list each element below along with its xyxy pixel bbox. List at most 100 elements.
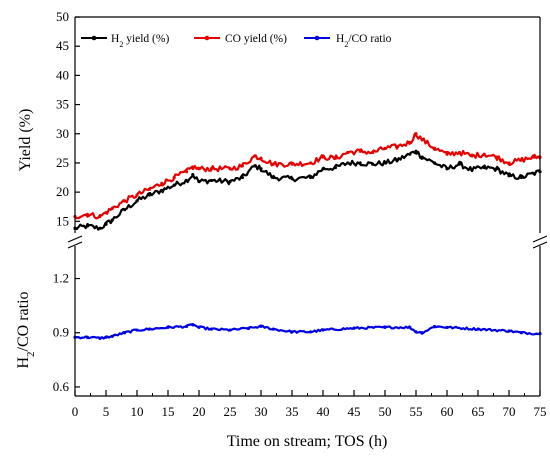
data-point-co-yield xyxy=(110,206,114,211)
yield-y-tick-label: 25 xyxy=(56,155,69,170)
legend-label-h2-yield: H2 yield (%) xyxy=(111,33,169,49)
data-point-co-yield xyxy=(445,152,449,156)
yield-panel-series xyxy=(73,132,542,231)
data-point-h2-yield xyxy=(333,166,337,170)
data-point-h2-co-ratio xyxy=(185,324,189,329)
x-tick-label: 30 xyxy=(255,404,268,419)
break-mark-left-2 xyxy=(67,241,83,249)
data-point-co-yield xyxy=(197,167,201,171)
ratio-y-tick-label: 0.9 xyxy=(53,325,69,340)
data-point-co-yield xyxy=(395,145,399,149)
data-point-h2-co-ratio xyxy=(420,331,424,335)
data-point-h2-co-ratio xyxy=(191,323,195,327)
x-ticks: 0 5 10 15 20 25 30 35 40 45 50 55 60 65 70 75 xyxy=(72,390,547,419)
data-point-h2-yield xyxy=(457,162,461,166)
data-point-h2-co-ratio xyxy=(408,325,412,329)
data-point-h2-yield xyxy=(408,152,412,156)
data-point-h2-yield xyxy=(445,167,449,171)
data-point-h2-yield xyxy=(290,177,294,181)
data-point-co-yield xyxy=(482,152,486,156)
data-point-h2-yield xyxy=(135,199,139,203)
data-point-h2-yield xyxy=(209,178,213,183)
data-point-h2-co-ratio xyxy=(414,330,418,334)
yield-y-tick-label: 35 xyxy=(56,97,69,112)
data-point-h2-co-ratio xyxy=(445,325,449,329)
data-point-h2-yield xyxy=(482,166,486,170)
data-point-co-yield xyxy=(433,146,437,150)
data-point-h2-yield xyxy=(309,175,313,180)
ratio-y-axis-title: H2/CO ratio xyxy=(15,291,37,368)
ratio-y-axis-title-main: H xyxy=(15,357,32,369)
data-point-h2-co-ratio xyxy=(271,327,275,331)
data-point-co-yield xyxy=(414,132,418,136)
data-point-co-yield xyxy=(371,150,375,155)
series-line-h2-yield xyxy=(74,150,541,231)
yield-y-tick-label: 20 xyxy=(56,184,69,199)
x-tick-label: 70 xyxy=(503,404,516,419)
data-point-h2-co-ratio xyxy=(166,325,170,329)
x-tick-label: 40 xyxy=(317,404,330,419)
data-point-h2-yield xyxy=(321,167,325,171)
legend-label-co-yield: CO yield (%) xyxy=(225,33,287,45)
data-point-h2-yield xyxy=(532,171,536,176)
data-point-h2-yield xyxy=(371,162,375,166)
data-point-co-yield xyxy=(408,140,412,145)
data-point-co-yield xyxy=(98,215,102,219)
data-point-co-yield xyxy=(457,150,461,155)
data-point-co-yield xyxy=(240,164,244,168)
x-tick-label: 25 xyxy=(224,404,237,419)
legend-label-h2-yield-rest: yield (%) xyxy=(123,33,169,45)
data-point-h2-yield xyxy=(147,193,151,197)
x-tick-label: 75 xyxy=(534,404,547,419)
data-point-h2-yield xyxy=(414,149,418,153)
x-tick-label: 35 xyxy=(286,404,299,419)
data-point-co-yield xyxy=(104,210,108,215)
data-point-h2-yield xyxy=(123,208,127,212)
break-mark-right-1 xyxy=(532,235,548,243)
data-point-h2-yield xyxy=(470,168,474,172)
data-point-co-yield xyxy=(253,154,257,158)
data-point-co-yield xyxy=(519,158,524,162)
data-point-co-yield xyxy=(228,167,232,171)
legend-label-h2-co-ratio-rest: /CO ratio xyxy=(348,33,391,45)
ratio-y-axis-title-rest: /CO ratio xyxy=(15,291,32,351)
ratio-panel-series xyxy=(73,323,542,340)
data-point-h2-yield xyxy=(383,161,387,165)
break-mark-left-1 xyxy=(67,235,83,243)
yield-panel: 15 20 25 30 35 40 45 50 Yield (%) xyxy=(17,9,542,233)
data-point-h2-yield xyxy=(85,224,89,228)
data-point-h2-co-ratio xyxy=(309,330,313,334)
data-point-co-yield xyxy=(420,137,424,142)
data-point-h2-yield xyxy=(420,155,424,159)
data-point-h2-co-ratio xyxy=(104,335,108,339)
data-point-h2-yield xyxy=(259,167,263,171)
legend-label-h2-yield-main: H xyxy=(111,33,119,45)
x-tick-label: 5 xyxy=(103,404,110,419)
data-point-h2-yield xyxy=(507,174,511,178)
data-point-co-yield xyxy=(358,149,362,153)
legend-label-h2-yield-sub: 2 xyxy=(119,40,123,49)
yield-y-axis-title: Yield (%) xyxy=(17,109,34,172)
data-point-h2-co-ratio xyxy=(147,327,151,331)
data-point-h2-yield xyxy=(172,183,176,187)
legend-label-h2-co-ratio-main: H xyxy=(336,33,344,45)
legend-marker-co-yield xyxy=(204,35,210,41)
data-point-co-yield xyxy=(271,162,275,166)
yield-y-ticks: 15 20 25 30 35 40 45 50 xyxy=(56,9,80,228)
yield-y-tick-label: 15 xyxy=(56,213,69,228)
data-point-h2-yield xyxy=(358,161,362,165)
data-point-h2-co-ratio xyxy=(110,334,114,338)
data-point-h2-co-ratio xyxy=(247,326,251,330)
data-point-h2-co-ratio xyxy=(123,331,127,335)
data-point-h2-co-ratio xyxy=(209,327,213,331)
data-point-h2-yield xyxy=(98,226,102,230)
x-tick-label: 10 xyxy=(131,404,144,419)
x-tick-label: 45 xyxy=(348,404,361,419)
data-point-h2-yield xyxy=(104,222,108,226)
ratio-y-tick-label: 1.2 xyxy=(53,271,69,286)
x-axis-title: Time on stream; TOS (h) xyxy=(227,433,388,450)
data-point-h2-yield xyxy=(395,158,399,162)
x-tick-label: 50 xyxy=(379,404,392,419)
legend-marker-h2-yield xyxy=(91,35,97,41)
legend-marker-h2-co-ratio xyxy=(314,35,320,41)
